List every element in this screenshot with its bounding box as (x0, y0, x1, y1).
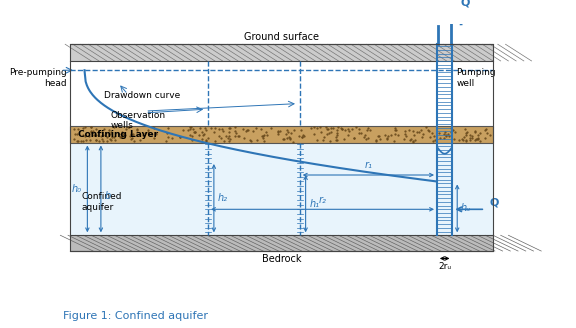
Text: h₀: h₀ (71, 184, 82, 194)
Text: Ground surface: Ground surface (244, 32, 319, 42)
Text: Q: Q (460, 0, 469, 7)
Text: r₂: r₂ (319, 195, 327, 205)
Bar (70, 44, 493, 61)
Bar (70, 44, 493, 251)
Text: Pre-pumping
head: Pre-pumping head (9, 68, 67, 88)
Text: b: b (105, 191, 111, 201)
Text: Q: Q (489, 197, 498, 207)
Bar (70, 126, 493, 143)
Text: hᵤ: hᵤ (461, 203, 471, 214)
Text: Drawdown curve: Drawdown curve (104, 91, 180, 100)
Text: h₂: h₂ (218, 193, 228, 203)
Text: h₁: h₁ (309, 199, 320, 209)
Text: Confining Layer: Confining Layer (78, 130, 158, 139)
Bar (70, 235, 493, 251)
Bar (70, 143, 493, 235)
Text: r₁: r₁ (365, 160, 372, 170)
Text: Confined
aquifer: Confined aquifer (82, 192, 122, 212)
Text: Observation
wells: Observation wells (111, 111, 166, 131)
Text: Figure 1: Confined aquifer: Figure 1: Confined aquifer (63, 311, 209, 321)
Text: Pumping
well: Pumping well (456, 68, 496, 88)
Text: 2rᵤ: 2rᵤ (438, 262, 451, 271)
Text: Bedrock: Bedrock (262, 254, 301, 264)
